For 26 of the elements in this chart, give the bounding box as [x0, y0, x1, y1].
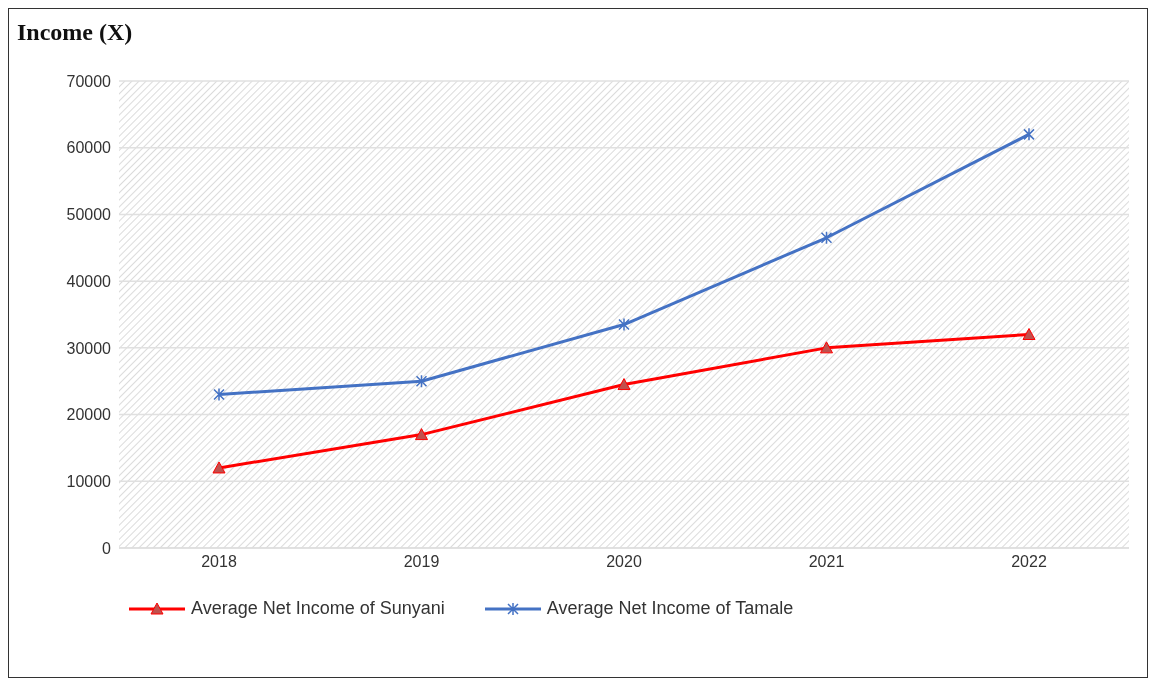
point: [213, 387, 225, 402]
point: [1023, 127, 1035, 142]
y-tick-label: 40000: [66, 272, 112, 290]
point: [820, 231, 833, 245]
point: [1022, 328, 1036, 341]
point: [617, 378, 631, 391]
legend-label: Average Net Income of Tamale: [546, 598, 794, 619]
y-tick-label: 30000: [66, 339, 112, 357]
point: [415, 374, 428, 388]
y-tick-label: 10000: [66, 472, 112, 490]
y-tick-label: 60000: [66, 139, 112, 157]
point: [618, 317, 630, 332]
x-tick-label: 2019: [403, 553, 440, 571]
x-tick-label: 2020: [606, 553, 642, 571]
point: [212, 461, 226, 474]
y-tick-label: 50000: [66, 206, 112, 224]
x-tick-label: 2022: [1011, 553, 1047, 571]
y-tick-label: 70000: [66, 72, 112, 90]
x-tick-label: 2021: [808, 553, 845, 571]
y-tick-label: 20000: [66, 406, 112, 424]
chart-title: Income (X): [17, 19, 133, 46]
point: [820, 341, 833, 354]
legend-label: Average Net Income of Sunyani: [191, 598, 445, 619]
point: [415, 428, 428, 441]
x-tick-label: 2018: [201, 553, 237, 571]
y-tick-label: 0: [102, 539, 112, 557]
